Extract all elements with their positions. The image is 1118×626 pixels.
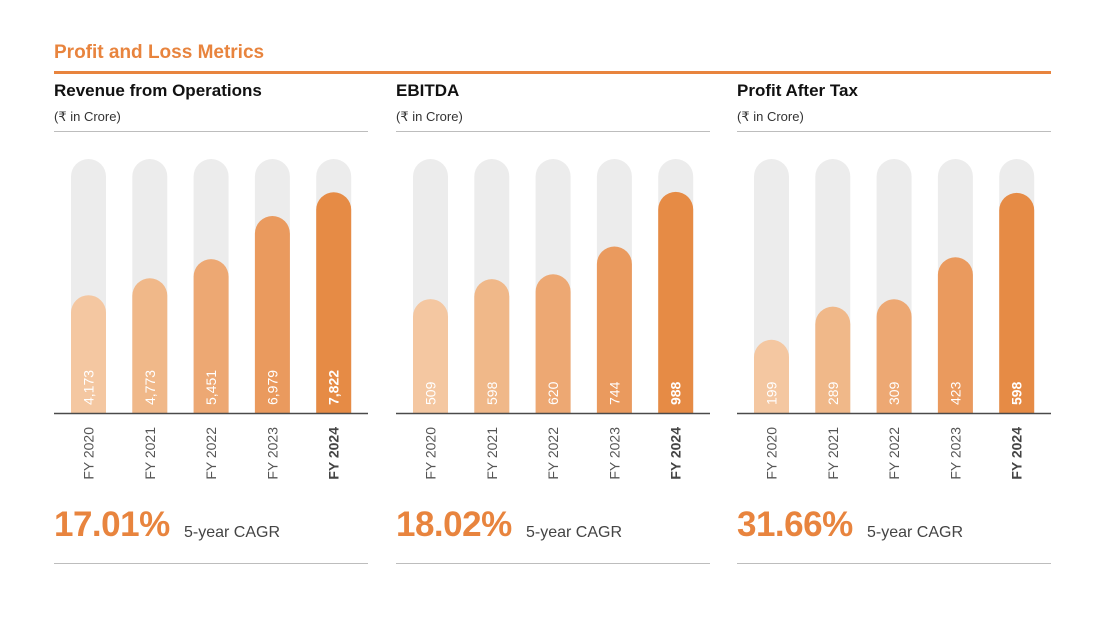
- category-label: FY 2020: [81, 427, 97, 480]
- panel-profit-after-tax: Profit After Tax (₹ in Crore) 199 FY 2020…: [737, 0, 1051, 626]
- bar-fy-2024: [999, 192, 1035, 413]
- unit-divider: [396, 131, 710, 132]
- profit-after-tax-chart: 199 FY 2020 289 FY 2021 309 FY 2022 423 FY 2023…: [737, 159, 1051, 480]
- bar-value-label: 744: [606, 381, 622, 405]
- unit-divider: [54, 131, 368, 132]
- category-label: FY 2022: [886, 427, 902, 480]
- category-label: FY 2021: [825, 427, 841, 480]
- bar-fy-2021: [474, 279, 510, 413]
- cagr-label: 5-year CAGR: [867, 524, 964, 541]
- category-label: FY 2021: [142, 427, 158, 480]
- bar-fy-2020: [71, 295, 106, 413]
- panel-title: Revenue from Operations: [54, 81, 262, 100]
- bar-fy-2024: [316, 192, 352, 413]
- category-label: FY 2022: [203, 427, 219, 480]
- bar-fy-2024: [658, 191, 694, 413]
- bar-value-label: 4,173: [81, 370, 97, 405]
- cagr-label: 5-year CAGR: [526, 524, 623, 541]
- panel-ebitda: EBITDA (₹ in Crore) 509 FY 2020 598 FY 2021…: [396, 0, 710, 626]
- category-label: FY 2021: [484, 427, 500, 480]
- bar-fy-2022: [193, 259, 229, 413]
- bar-value-label: 5,451: [203, 370, 219, 405]
- revenue-chart: 4,173 FY 2020 4,773 FY 2021 5,451 FY 2022 6,97…: [54, 159, 368, 480]
- bar-fy-2023: [254, 216, 290, 413]
- bar-value-label: 509: [423, 381, 439, 405]
- panel-unit: (₹ in Crore): [54, 109, 121, 124]
- bar-value-label: 7,822: [326, 370, 342, 405]
- category-label: FY 2020: [764, 427, 780, 480]
- bar-fy-2022: [535, 274, 571, 413]
- bar-fy-2023: [937, 257, 973, 413]
- bar-value-label: 598: [1009, 381, 1025, 405]
- bar-fy-2020: [413, 299, 448, 413]
- category-label: FY 2020: [423, 427, 439, 480]
- bar-value-label: 6,979: [264, 370, 280, 405]
- category-label: FY 2023: [947, 427, 963, 480]
- panel-bottom-divider: [54, 563, 368, 564]
- bar-fy-2023: [596, 246, 632, 413]
- ebitda-chart: 509 FY 2020 598 FY 2021 620 FY 2022 744 FY 2023…: [396, 159, 710, 480]
- panel-bottom-divider: [396, 563, 710, 564]
- bar-value-label: 988: [668, 381, 684, 405]
- panel-bottom-divider: [737, 563, 1051, 564]
- panel-revenue: Revenue from Operations (₹ in Crore) 4,1…: [54, 0, 368, 626]
- panel-title: EBITDA: [396, 81, 460, 100]
- section-divider: [54, 71, 1051, 74]
- unit-divider: [737, 131, 1051, 132]
- panel-unit: (₹ in Crore): [396, 109, 463, 124]
- bar-fy-2021: [815, 306, 851, 413]
- bar-value-label: 289: [825, 381, 841, 405]
- category-label: FY 2023: [264, 427, 280, 480]
- bar-fy-2020: [754, 339, 789, 413]
- cagr-label: 5-year CAGR: [184, 524, 281, 541]
- bar-value-label: 423: [947, 381, 963, 405]
- section-title: Profit and Loss Metrics: [54, 42, 265, 63]
- category-label: FY 2024: [668, 427, 684, 480]
- cagr-value: 18.02%: [396, 505, 512, 544]
- bar-fy-2021: [132, 278, 168, 413]
- bar-value-label: 309: [886, 381, 902, 405]
- category-label: FY 2023: [606, 427, 622, 480]
- category-label: FY 2024: [1009, 427, 1025, 480]
- category-label: FY 2024: [326, 427, 342, 480]
- category-label: FY 2022: [545, 427, 561, 480]
- bar-value-label: 598: [484, 381, 500, 405]
- bar-value-label: 620: [545, 381, 561, 405]
- panel-title: Profit After Tax: [737, 81, 858, 100]
- bar-value-label: 4,773: [142, 370, 158, 405]
- cagr-value: 31.66%: [737, 505, 853, 544]
- cagr-value: 17.01%: [54, 505, 170, 544]
- bar-fy-2022: [876, 299, 912, 413]
- panel-unit: (₹ in Crore): [737, 109, 804, 124]
- bar-value-label: 199: [764, 381, 780, 405]
